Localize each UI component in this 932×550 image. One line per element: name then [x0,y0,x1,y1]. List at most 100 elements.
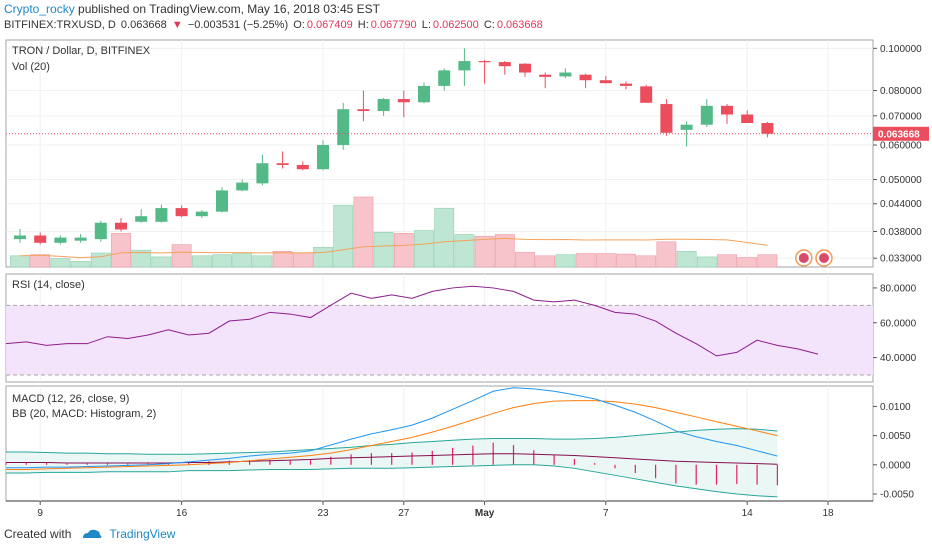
volume-bar [393,233,414,268]
candle-body [195,211,208,217]
price-tick-label: 0.100000 [880,44,922,55]
volume-bar [757,254,778,268]
price-change: −0.003531 (−5.25%) [187,19,289,31]
price-tick-label: 0.070000 [880,111,922,122]
high-label: H: [357,19,369,31]
macd-tick-label: 0.0000 [880,460,911,471]
volume-bar [353,196,374,268]
candle-body [54,237,67,243]
candle-body [579,74,592,81]
candle-body [296,164,309,170]
volume-bar [515,252,535,268]
open-label: O: [293,19,305,31]
volume-bar [616,253,636,268]
time-tick-label: May [475,508,495,519]
author-link[interactable]: Crypto_rocky [4,2,75,16]
volume-bar [292,252,313,268]
volume-bar [595,253,616,268]
candle-body [74,237,87,241]
candle-body [620,83,632,86]
last-price-label: 0.063668 [878,129,920,140]
macd-title: MACD (12, 26, close, 9) [12,393,129,405]
rsi-title: RSI (14, close) [12,279,85,291]
low-label: L: [421,19,431,31]
created-with-label: Created with [4,527,72,541]
close-value: 0.063668 [496,19,543,31]
volume-bar [50,258,71,268]
volume-bar [414,230,434,268]
time-tick-label: 9 [37,508,43,519]
price-tick-label: 0.080000 [880,86,922,97]
candle-body [599,80,612,84]
candle-body [135,216,148,222]
volume-bar [111,233,131,268]
volume-bar [10,255,30,268]
volume-bar [717,254,737,268]
rsi-band [6,305,873,376]
volume-bar [70,261,91,268]
macd-tick-label: 0.0100 [880,402,911,413]
price-tick-label: 0.050000 [880,175,922,186]
down-arrow-icon: ▼ [171,19,183,31]
candle-body [175,208,188,217]
time-tick-label: 27 [398,508,410,519]
publish-info: published on TradingView.com, May 16, 20… [78,2,380,16]
open-value: 0.067409 [306,19,353,31]
close-label: C: [483,19,495,31]
volume-bar [313,247,333,268]
candle-body [14,235,26,240]
candle-body [498,62,511,67]
volume-bar [131,249,152,268]
volume-bar [30,254,51,268]
volume-bar [171,244,192,268]
volume-bar [454,234,475,268]
chart-area[interactable]: 0.100000 0.080000 0.070000 0.060000 0.050000… [0,36,932,523]
candle-body [256,163,269,184]
volume-bar [474,235,495,268]
rsi-tick-label: 40.0000 [880,353,917,364]
rsi-tick-label: 60.0000 [880,318,917,329]
bb-lower-line [6,464,778,498]
price-tick-label: 0.033000 [880,254,922,265]
candle-body [559,72,572,77]
candle-body [216,190,228,212]
time-tick-label: 16 [176,508,188,519]
volume-bar [494,234,515,268]
candle-body [761,123,774,134]
event-flag-icon [819,253,829,263]
candle-body [236,182,249,191]
volume-bar [575,253,596,268]
time-tick-label: 18 [822,508,834,519]
candle-body [438,70,451,86]
time-tick-label: 7 [603,508,609,519]
candle-body [680,124,693,130]
tradingview-brand-link[interactable]: TradingView [109,527,176,541]
candle-body [660,104,673,133]
volume-bar [373,231,394,268]
bb-upper-line [6,428,778,455]
symbol-label: BITFINEX:TRXUSD, D [4,19,116,31]
volume-bar [676,251,697,268]
rsi-tick-label: 80.0000 [880,283,917,294]
candle-body [337,109,350,146]
candle-body [155,208,168,222]
publish-line: Crypto_rocky published on TradingView.co… [4,2,380,16]
last-price: 0.063668 [120,19,167,31]
ohlc-line: BITFINEX:TRXUSD, D 0.063668 ▼ −0.003531 … [4,19,545,31]
volume-bar [232,252,253,268]
last-price-tag [873,126,929,141]
macd-signal-line [6,400,778,470]
volume-bar [151,256,172,268]
volume-bar [555,254,576,268]
macd-line [6,387,778,469]
volume-bar [737,257,758,268]
tradingview-cloud-icon [83,529,102,538]
macd-tick-label: -0.0050 [880,489,914,500]
candle-body [700,105,713,125]
event-flag-icon [798,253,809,263]
volume-bar [191,255,212,268]
candle-body [115,222,127,230]
time-tick-label: 14 [742,508,754,519]
price-tick-label: 0.060000 [880,141,922,152]
volume-bar [333,205,354,268]
